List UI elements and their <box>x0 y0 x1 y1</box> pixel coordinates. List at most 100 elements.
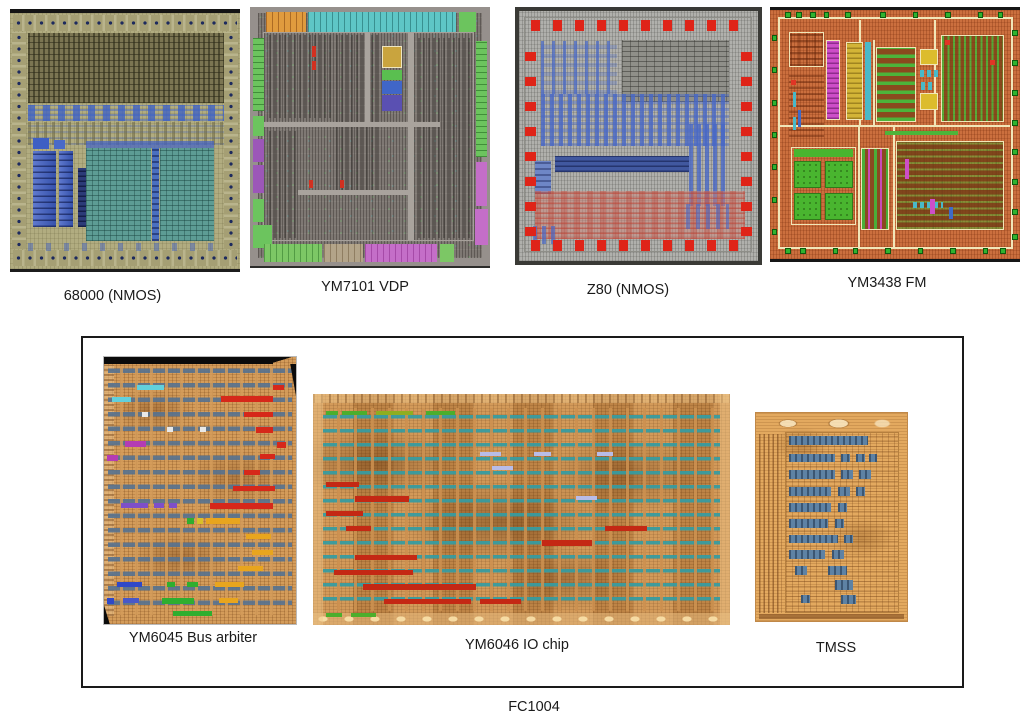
die-region <box>125 441 147 447</box>
die-region <box>771 67 777 74</box>
die-region <box>789 470 835 479</box>
die-region <box>771 132 777 138</box>
die-region <box>323 407 720 612</box>
die-region <box>840 470 853 479</box>
die-region <box>313 394 324 625</box>
die-region <box>941 34 1004 123</box>
die-region <box>1012 179 1018 186</box>
die-region <box>224 518 241 525</box>
die-region <box>788 32 824 68</box>
die-photo-ym6046 <box>313 394 730 625</box>
die-region <box>307 11 457 33</box>
die-label-tmss: TMSS <box>815 640 857 656</box>
die-region <box>259 453 275 459</box>
die-region <box>719 394 730 625</box>
die-region <box>161 597 195 604</box>
die-region <box>325 481 359 488</box>
die-region <box>554 156 689 173</box>
die-region <box>858 470 871 479</box>
die-region <box>869 453 877 463</box>
die-region <box>834 519 844 528</box>
die-region <box>382 45 402 68</box>
die-region <box>219 597 239 604</box>
die-region <box>823 11 830 18</box>
die-region <box>238 565 264 571</box>
die-region <box>336 35 380 191</box>
die-photo-ym7101 <box>250 7 490 268</box>
die-region <box>205 518 225 525</box>
die-region <box>252 115 264 137</box>
die-region <box>354 554 418 561</box>
die-region <box>479 598 522 605</box>
die-region <box>917 247 923 254</box>
die-region <box>252 164 264 194</box>
die-region <box>1000 247 1006 254</box>
die-region <box>945 39 950 45</box>
die-region <box>686 203 730 229</box>
die-region <box>363 584 476 590</box>
die-region <box>789 486 832 496</box>
die-region <box>408 31 414 242</box>
die-region <box>186 518 195 524</box>
die-region <box>872 39 875 125</box>
die-region <box>272 384 285 391</box>
die-region <box>1012 234 1018 241</box>
die-region <box>777 17 1013 250</box>
die-region <box>425 410 455 416</box>
die-region <box>382 70 402 80</box>
die-region <box>977 11 983 18</box>
die-region <box>106 454 119 462</box>
die-region <box>142 412 149 417</box>
die-region <box>826 39 840 120</box>
die-region <box>382 80 402 94</box>
die-region <box>771 229 777 236</box>
die-region <box>793 193 822 221</box>
die-region <box>861 148 889 231</box>
die-region <box>111 396 131 402</box>
die-region <box>1012 149 1018 156</box>
die-region <box>855 453 865 463</box>
die-region <box>252 38 264 111</box>
die-region <box>123 598 139 604</box>
die-region <box>921 82 934 90</box>
die-region <box>789 435 868 446</box>
die-region <box>276 442 287 448</box>
die-region <box>28 242 224 251</box>
die-region <box>825 193 853 221</box>
die-region <box>540 41 617 94</box>
die-region <box>920 48 938 65</box>
die-region <box>224 32 239 249</box>
die-region <box>759 433 782 613</box>
die-region <box>11 32 26 249</box>
die-region <box>85 141 214 148</box>
die-label-ym3438: YM3438 FM <box>847 275 927 291</box>
die-region <box>846 42 863 120</box>
die-region <box>106 598 114 604</box>
die-region <box>771 34 777 41</box>
die-region <box>1012 29 1018 36</box>
die-region <box>104 605 110 624</box>
die-region <box>28 105 224 121</box>
die-region <box>269 131 296 238</box>
die-region <box>797 109 802 128</box>
die-region <box>85 147 152 242</box>
die-region <box>997 11 1003 18</box>
die-region <box>759 415 904 432</box>
die-region <box>33 151 56 227</box>
die-region <box>920 69 938 78</box>
die-region <box>333 569 414 576</box>
die-region <box>325 410 338 416</box>
die-region <box>759 613 904 619</box>
die-region <box>801 595 811 604</box>
die-photo-z80 <box>515 7 762 265</box>
die-label-ym7101: YM7101 VDP <box>321 279 409 295</box>
die-region <box>53 139 66 149</box>
die-photo-68000 <box>10 9 240 272</box>
die-region <box>298 189 409 195</box>
die-region <box>365 243 438 263</box>
die-region <box>1012 119 1018 126</box>
die-region <box>265 11 307 33</box>
die-region <box>789 519 829 528</box>
die-region <box>930 199 935 215</box>
die-region <box>244 469 260 476</box>
